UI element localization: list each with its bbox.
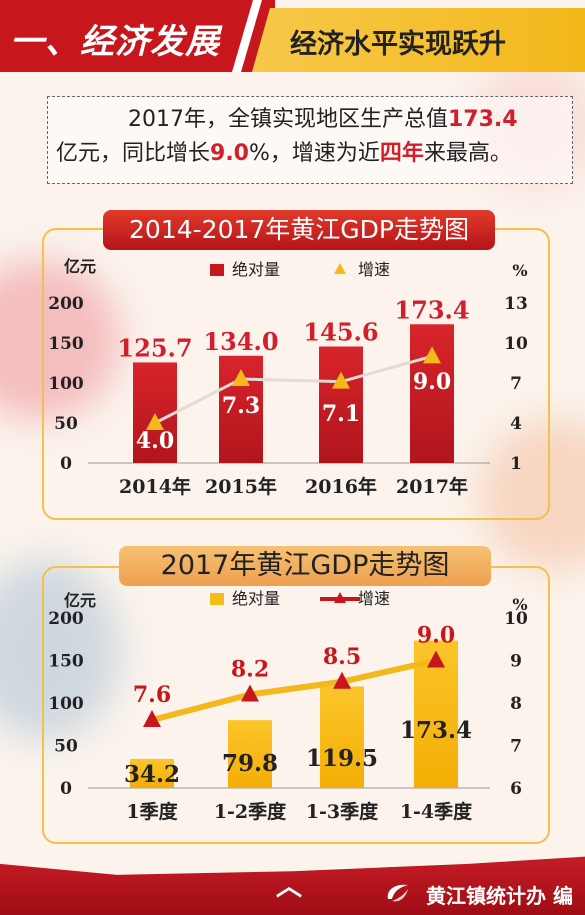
growth-value-label: 8.2: [231, 657, 269, 683]
x-tick-label: 2016年: [305, 475, 377, 498]
x-tick-label: 1-4季度: [400, 800, 473, 823]
growth-value-label: 4.0: [136, 428, 174, 454]
y2-tick-label: 1: [510, 454, 522, 474]
growth-value-label: 7.3: [222, 393, 260, 419]
bg-decoration: [0, 560, 120, 740]
growth-marker: [143, 710, 161, 727]
bar-value-label: 173.4: [400, 717, 472, 744]
chart1-title: 2014-2017年黄江GDP走势图: [103, 210, 495, 250]
growth-value-label: 7.6: [133, 682, 171, 708]
growth-line: [154, 354, 433, 425]
chart2-svg: 亿元 % 200 150 100 50 0 10 9 8 7 6 绝对量 增速 1季度 1-2季度 1-3季度 1…: [48, 589, 528, 823]
y2-axis-label: %: [512, 261, 527, 280]
y-tick-label: 200: [48, 294, 84, 314]
growth-marker: [146, 413, 164, 430]
legend-bar-swatch: [210, 264, 224, 276]
growth-value-label: 7.1: [322, 401, 360, 427]
bar: [320, 686, 364, 788]
chart1-svg: 亿元 % 200 150 100 50 0 13 10 7 4 1 绝对量 增速 2014年 2015年 201…: [48, 257, 528, 498]
legend-marker-icon: [334, 592, 346, 603]
growth-value: 9.0: [210, 141, 249, 166]
section-title: 一、经济发展: [10, 22, 220, 62]
x-tick-label: 2014年: [119, 475, 191, 498]
growth-marker: [333, 671, 351, 689]
y2-tick-label: 7: [510, 737, 522, 757]
years-highlight: 四年: [379, 141, 424, 166]
x-tick-label: 2017年: [396, 475, 468, 498]
y2-tick-label: 8: [510, 694, 522, 714]
x-tick-label: 2015年: [205, 475, 277, 498]
y2-tick-label: 10: [504, 609, 528, 629]
y2-tick-label: 9: [510, 652, 522, 672]
bar: [228, 720, 272, 788]
x-tick-label: 1-2季度: [214, 800, 287, 823]
growth-value-label: 8.5: [323, 644, 361, 670]
y2-tick-label: 7: [510, 374, 522, 394]
y-tick-label: 100: [48, 374, 84, 394]
y-tick-label: 150: [48, 652, 84, 672]
y-tick-label: 50: [54, 414, 78, 434]
chart2-title: 2017年黄江GDP走势图: [119, 546, 491, 586]
bar-value-label: 173.4: [394, 295, 469, 324]
y2-axis-label: %: [512, 595, 527, 614]
summary-text-box: 2017年，全镇实现地区生产总值173.4 亿元，同比增长9.0%，增速为近四年…: [47, 96, 573, 184]
header-banner: 一、经济发展 经济水平实现跃升: [0, 0, 585, 72]
y-tick-label: 0: [60, 454, 72, 474]
growth-value-label: 9.0: [413, 369, 451, 395]
logo-icon: [387, 884, 408, 902]
growth-marker: [427, 650, 445, 668]
bar-value-label: 125.7: [117, 333, 192, 362]
growth-marker: [423, 346, 441, 364]
bar: [319, 346, 363, 463]
x-tick-label: 1-3季度: [306, 800, 379, 823]
legend-line-label: 增速: [358, 260, 390, 279]
legend-bar-label: 绝对量: [232, 589, 280, 608]
y-tick-label: 50: [54, 737, 78, 757]
legend-marker-icon: [334, 263, 346, 274]
legend-bar-label: 绝对量: [232, 260, 280, 279]
growth-value-label: 9.0: [417, 623, 455, 649]
y2-tick-label: 6: [510, 779, 522, 799]
bar-value-label: 119.5: [306, 745, 378, 772]
legend-bar-swatch: [210, 593, 224, 605]
y2-tick-label: 13: [504, 294, 528, 314]
legend-line-label: 增速: [358, 589, 390, 608]
bar: [133, 362, 177, 463]
gdp-value: 173.4: [448, 107, 518, 132]
x-tick-label: 1季度: [126, 800, 178, 823]
y-tick-label: 200: [48, 609, 84, 629]
y-tick-label: 0: [60, 779, 72, 799]
growth-marker: [332, 371, 350, 389]
y2-tick-label: 4: [510, 414, 522, 434]
section-subtitle: 经济水平实现跃升: [290, 29, 506, 60]
growth-line: [151, 657, 437, 723]
footer-credit: 黄江镇统计办 编: [426, 884, 573, 908]
y2-tick-label: 10: [504, 334, 528, 354]
chevron-up-icon[interactable]: ︿: [276, 872, 303, 902]
bar-value-label: 79.8: [222, 750, 278, 777]
y-axis-label: 亿元: [64, 257, 96, 276]
y-axis-label: 亿元: [64, 591, 96, 610]
bar: [130, 758, 174, 788]
bar-value-label: 34.2: [124, 761, 180, 788]
bar-value-label: 145.6: [303, 318, 378, 347]
growth-marker: [241, 684, 259, 702]
y-tick-label: 100: [48, 694, 84, 714]
growth-marker: [232, 369, 250, 386]
y-tick-label: 150: [48, 334, 84, 354]
bar-value-label: 134.0: [203, 327, 278, 356]
